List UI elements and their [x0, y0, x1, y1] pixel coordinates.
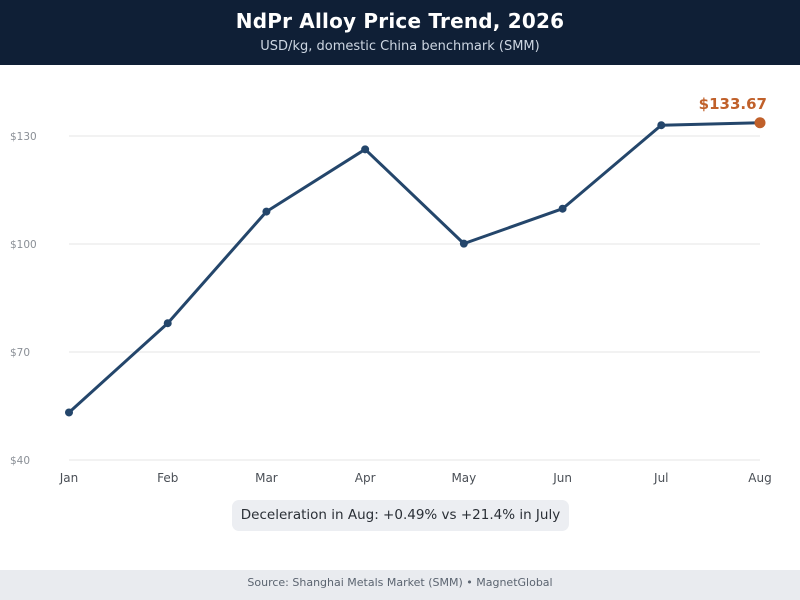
- data-point: [657, 121, 666, 130]
- highlight-label: $133.67: [699, 95, 767, 113]
- x-tick-label: Feb: [157, 471, 178, 485]
- x-tick-label: Jan: [59, 471, 79, 485]
- line-chart: $40 $70 $100 $130 Jan Feb Mar Apr May Jun Jul Aug $1…: [10, 95, 772, 485]
- insight-note: Deceleration in Aug: +0.49% vs +21.4% in…: [232, 500, 569, 531]
- y-tick-label: $130: [10, 131, 37, 143]
- x-tick-label: Jul: [653, 471, 668, 485]
- source-footer: Source: Shanghai Metals Market (SMM) • M…: [0, 570, 800, 600]
- data-point: [65, 408, 73, 417]
- x-tick-label: Jun: [552, 471, 572, 485]
- x-tick-label: Mar: [255, 471, 278, 485]
- highlight-point: [754, 117, 766, 129]
- chart-header: NdPr Alloy Price Trend, 2026 USD/kg, dom…: [0, 0, 800, 65]
- y-tick-label: $70: [10, 347, 30, 359]
- data-point: [163, 319, 172, 328]
- series-line: [67, 121, 762, 414]
- chart-title: NdPr Alloy Price Trend, 2026: [235, 9, 565, 33]
- data-point: [262, 207, 271, 216]
- y-tick-label: $100: [10, 239, 37, 251]
- data-point: [459, 239, 468, 248]
- data-point: [558, 204, 567, 213]
- x-tick-label: May: [451, 471, 476, 485]
- x-tick-label: Aug: [748, 471, 771, 485]
- y-tick-label: $40: [10, 455, 30, 467]
- chart-subtitle: USD/kg, domestic China benchmark (SMM): [260, 39, 540, 54]
- data-point: [361, 145, 370, 154]
- x-tick-label: Apr: [355, 471, 376, 485]
